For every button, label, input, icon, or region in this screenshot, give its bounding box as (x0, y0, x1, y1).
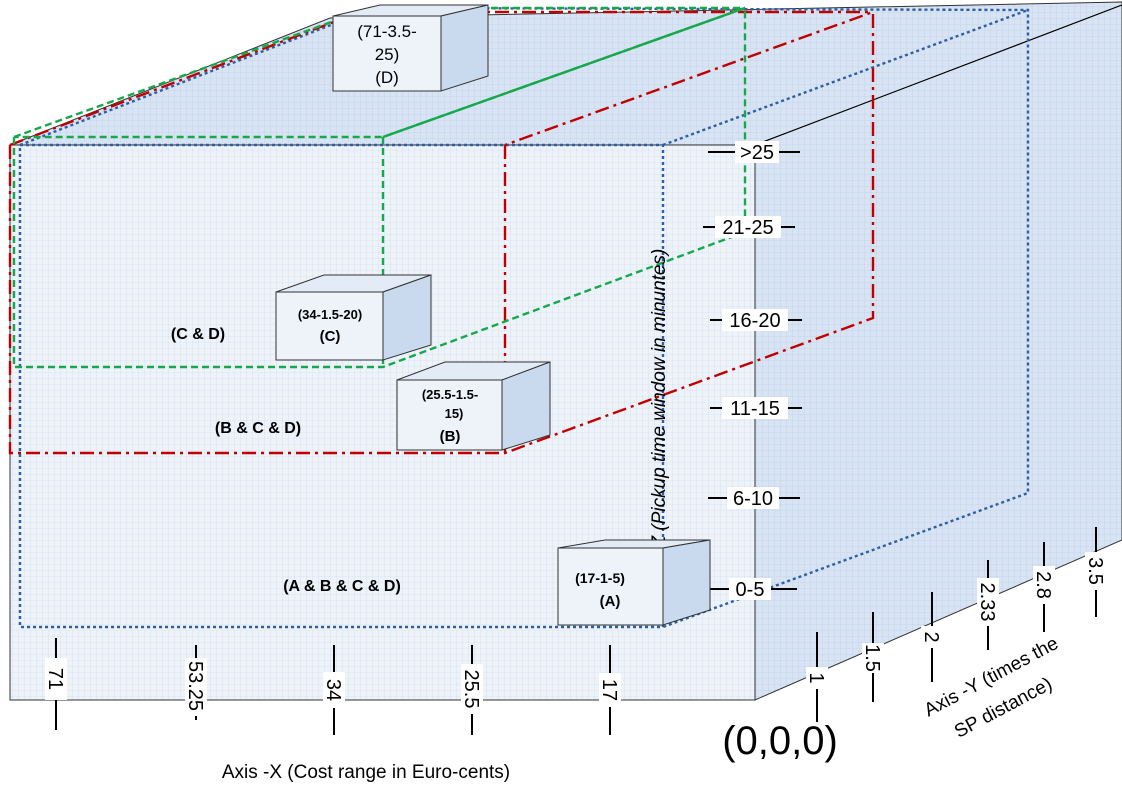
region-label-cd: (C & D) (171, 326, 225, 343)
box-c-label-line2: (C) (320, 328, 341, 345)
x-tick-label-4: 25.5 (460, 670, 482, 709)
y-tick-label-3: 2 (920, 631, 942, 642)
box-c: (34-1.5-20) (C) (276, 275, 431, 360)
box-a: (17-1-5) (A) (558, 540, 710, 625)
x-tick-label-3: 34 (322, 679, 344, 701)
box-d: (71-3.5- 25) (D) (333, 5, 488, 91)
box-a-label-line1: (17-1-5) (575, 570, 625, 586)
box-b-label-line1: (25.5-1.5- (422, 387, 478, 402)
z-tick-label-2: 21-25 (722, 217, 773, 239)
y-tick-label-4: 2.33 (976, 583, 998, 622)
box-c-label-line1: (34-1.5-20) (298, 307, 362, 322)
region-label-abcd: (A & B & C & D) (283, 578, 401, 595)
box-b-label-line3: (B) (440, 428, 461, 445)
y-tick-label-1: 1 (805, 672, 827, 683)
x-axis-title: Axis -X (Cost range in Euro-cents) (222, 762, 510, 783)
x-tick-label-5: 17 (598, 679, 620, 701)
z-tick-label-5: 6-10 (733, 488, 773, 510)
origin-label: (0,0,0) (722, 719, 838, 763)
box-d-label-line3: (D) (375, 68, 399, 87)
y-tick-label-6: 3.5 (1084, 557, 1106, 585)
z-tick-label-1: >25 (740, 142, 774, 164)
box-b: (25.5-1.5- 15) (B) (397, 362, 550, 450)
box-b-label-line2: 15) (445, 406, 464, 421)
box-a-label-line2: (A) (600, 593, 621, 610)
z-tick-label-4: 11-15 (730, 398, 780, 420)
region-label-bcd: (B & C & D) (215, 420, 301, 437)
y-tick-label-2: 1.5 (861, 644, 883, 672)
x-tick-label-2: 53.25 (184, 661, 206, 711)
box-d-label-line2: 25) (375, 45, 400, 64)
box-d-label-line1: (71-3.5- (357, 22, 417, 41)
z-tick-label-6: 0-5 (736, 579, 765, 601)
y-tick-label-5: 2.8 (1032, 571, 1054, 599)
x-tick-label-1: 71 (44, 668, 66, 690)
z-tick-label-3: 16-20 (729, 310, 780, 332)
